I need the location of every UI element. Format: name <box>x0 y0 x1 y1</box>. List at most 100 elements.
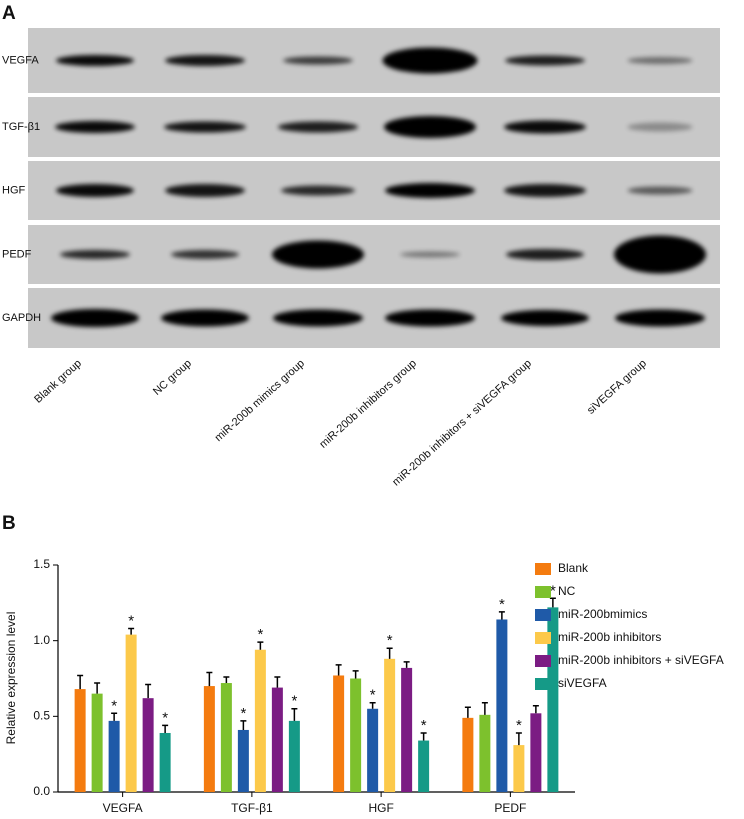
lane-label: siVEGFA group <box>585 357 649 416</box>
x-tick-label: PEDF <box>494 801 526 815</box>
blot-band <box>504 184 586 197</box>
legend-label: miR-200b inhibitors <box>558 630 661 644</box>
significance-mark: * <box>387 632 393 649</box>
blot-band <box>627 57 693 64</box>
bar <box>203 686 215 792</box>
lane-label: miR-200b inhibitors group <box>317 357 419 450</box>
error-bar <box>145 683 152 699</box>
blot-band <box>56 184 134 197</box>
blot-band <box>384 116 476 138</box>
bar <box>350 678 362 792</box>
bar <box>547 607 559 792</box>
significance-mark: * <box>421 717 427 734</box>
legend-label: siVEGFA <box>558 676 607 690</box>
blot-band <box>273 309 363 327</box>
error-bar <box>206 671 213 687</box>
bar <box>74 689 86 792</box>
bar <box>530 713 542 792</box>
blot-band <box>278 121 358 133</box>
bar <box>367 708 379 792</box>
blot-band <box>60 250 130 259</box>
lane-label: miR-200b mimics group <box>213 357 307 444</box>
blot-band <box>627 186 693 195</box>
error-bar <box>532 704 539 714</box>
bar <box>384 658 396 792</box>
blot-strip <box>28 28 720 93</box>
panel-label: A <box>2 3 16 24</box>
error-bar <box>386 647 393 659</box>
significance-mark: * <box>516 717 522 734</box>
error-bar <box>481 701 488 715</box>
bar <box>91 693 103 792</box>
row-label: VEGFA <box>2 54 39 66</box>
y-tick-label: 0.5 <box>33 709 50 723</box>
bar <box>496 619 508 792</box>
error-bar <box>94 682 101 694</box>
error-bar <box>291 708 298 721</box>
y-axis-label: Relative expression level <box>4 612 18 745</box>
error-bar <box>111 712 118 721</box>
bar <box>288 720 300 792</box>
x-tick-label: TGF-β1 <box>231 801 273 815</box>
blot-band <box>615 309 705 327</box>
significance-mark: * <box>550 582 556 599</box>
row-label: GAPDH <box>2 312 41 324</box>
error-bar <box>498 611 505 620</box>
bar <box>513 745 525 792</box>
blot-band <box>505 55 585 66</box>
legend-swatch <box>535 632 551 644</box>
bar <box>271 687 283 792</box>
blot-band <box>164 121 246 133</box>
y-tick-label: 1.0 <box>33 633 50 647</box>
significance-mark: * <box>240 705 246 722</box>
error-bar <box>335 664 342 676</box>
blot-band <box>161 309 249 327</box>
blot-band <box>56 55 134 66</box>
legend-swatch <box>535 655 551 667</box>
blot-band <box>281 185 355 196</box>
significance-mark: * <box>111 697 117 714</box>
blot-band <box>272 240 364 269</box>
error-bar <box>162 724 169 733</box>
significance-mark: * <box>128 613 134 630</box>
significance-mark: * <box>370 687 376 704</box>
blot-band <box>283 56 353 65</box>
bar <box>333 675 345 792</box>
row-label: TGF-β1 <box>2 121 40 133</box>
legend-label: Blank <box>558 561 589 575</box>
y-tick-label: 0.0 <box>33 784 50 798</box>
blot-band <box>627 122 693 132</box>
error-bar <box>515 732 522 746</box>
error-bar <box>77 674 84 690</box>
y-tick-label: 1.5 <box>33 557 50 571</box>
legend-swatch <box>535 678 551 690</box>
blot-band <box>171 250 239 259</box>
lane-label: miR-200b inhibitors + siVEGFA group <box>390 357 534 488</box>
error-bar <box>549 597 556 608</box>
blot-band <box>165 184 245 197</box>
lane-label: Blank group <box>32 357 84 405</box>
error-bar <box>274 676 281 688</box>
blot-strip <box>28 225 720 284</box>
row-label: HGF <box>2 184 26 196</box>
blot-strip <box>28 161 720 220</box>
bar <box>462 717 474 792</box>
error-bar <box>464 706 471 718</box>
bar <box>401 667 413 792</box>
legend-label: miR-200bmimics <box>558 607 647 621</box>
bar <box>418 740 430 792</box>
bar <box>108 720 120 792</box>
bar <box>125 634 137 792</box>
error-bar <box>369 701 376 709</box>
row-label: PEDF <box>2 248 32 260</box>
bar <box>142 698 154 792</box>
significance-mark: * <box>499 596 505 613</box>
blot-band <box>614 235 706 274</box>
legend-swatch <box>535 586 551 598</box>
x-tick-label: HGF <box>368 801 393 815</box>
error-bar <box>223 676 230 684</box>
significance-mark: * <box>257 626 263 643</box>
blot-strip <box>28 97 720 157</box>
blot-band <box>382 47 478 74</box>
